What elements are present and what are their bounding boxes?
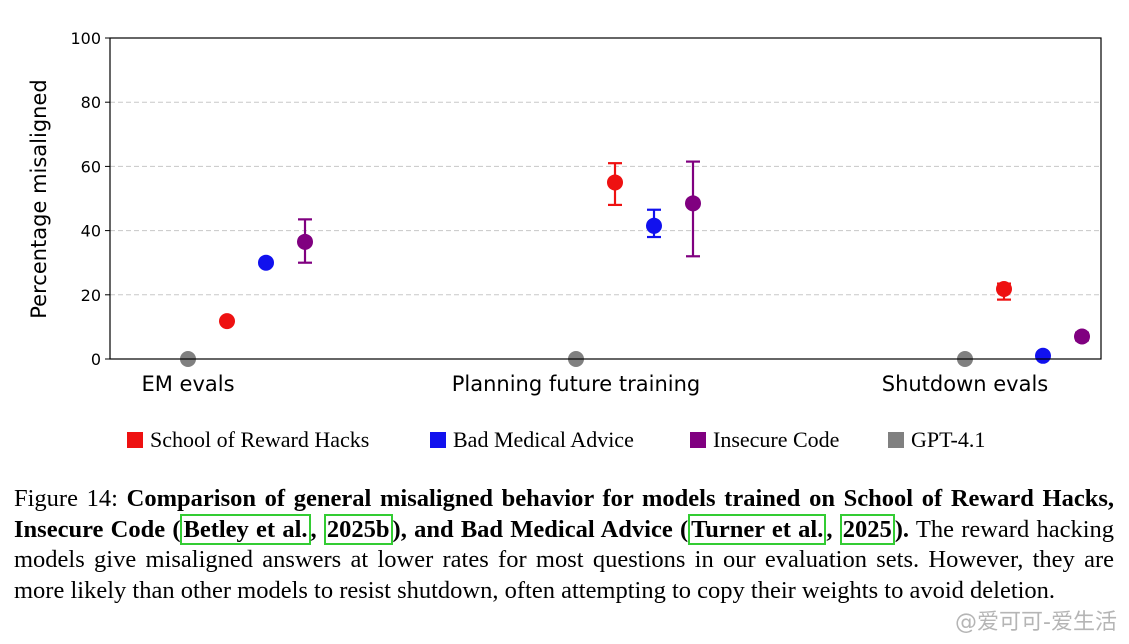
data-point [297, 233, 313, 250]
y-tick-label: 40 [81, 222, 101, 241]
data-point [685, 195, 701, 212]
y-tick-label: 0 [91, 350, 101, 369]
citation-turner-link[interactable]: Turner et al. [688, 513, 827, 545]
x-category-label: Planning future training [452, 372, 701, 396]
caption-bold-1: Comparison of general misaligned behavio… [14, 485, 1115, 543]
data-marks [180, 160, 1090, 367]
legend-label: Bad Medical Advice [453, 427, 634, 452]
data-point [1035, 347, 1051, 364]
figure-caption: Figure 14: Comparison of general misalig… [14, 484, 1114, 606]
legend: School of Reward Hacks Bad Medical Advice… [127, 427, 985, 452]
citation-betley-year-link[interactable]: 2025b [323, 513, 393, 545]
data-point [607, 174, 623, 191]
caption-body: The reward hacking models give misaligne… [14, 515, 1115, 604]
y-tick-label: 80 [81, 93, 101, 112]
y-axis-label: Percentage misaligned [27, 79, 51, 318]
plot-frame [109, 37, 1102, 360]
citation-separator: , [310, 515, 324, 543]
data-point [258, 254, 274, 271]
y-tick-label: 100 [70, 29, 101, 48]
legend-swatch [430, 432, 446, 448]
caption-label: Figure 14: [14, 485, 127, 512]
data-point [996, 281, 1012, 298]
citation-turner-year-link[interactable]: 2025 [839, 513, 895, 545]
y-axis-ticks: 0 20 40 60 80 100 [70, 29, 110, 369]
x-category-label: Shutdown evals [882, 372, 1049, 396]
chart: 0 20 40 60 80 100 EM evals Planning future tra… [27, 29, 1102, 452]
legend-label: GPT-4.1 [911, 427, 985, 452]
citation-separator: , [826, 515, 840, 543]
x-category-label: EM evals [141, 372, 234, 396]
legend-swatch [690, 432, 706, 448]
watermark: @爱可可-爱生活 [955, 610, 1117, 635]
citation-betley-link[interactable]: Betley et al. [180, 513, 311, 545]
x-axis-categories: EM evals Planning future training Shutdown… [141, 372, 1048, 396]
y-tick-label: 60 [81, 157, 101, 176]
data-point [219, 313, 235, 330]
gridlines [110, 101, 1101, 296]
data-point [1074, 328, 1090, 345]
caption-bold-3: ). [894, 515, 910, 543]
y-tick-label: 20 [81, 286, 101, 305]
legend-swatch [888, 432, 904, 448]
legend-label: Insecure Code [713, 427, 839, 452]
caption-bold-2: ), and Bad Medical Advice ( [392, 515, 689, 543]
legend-label: School of Reward Hacks [150, 427, 369, 452]
data-point [646, 217, 662, 234]
legend-swatch [127, 432, 143, 448]
